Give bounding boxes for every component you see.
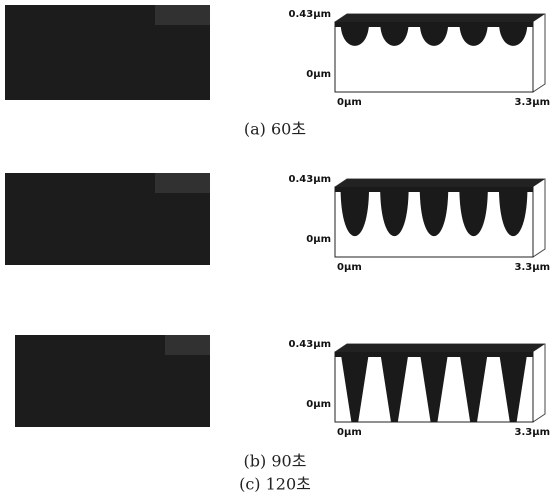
x-left-label: 0μm xyxy=(337,97,362,108)
y-bottom-label: 0μm xyxy=(306,69,331,80)
profile-top xyxy=(335,179,545,187)
caption: (c) 120초 xyxy=(239,475,311,494)
caption: (b) 90초 xyxy=(244,452,307,471)
afm-image-highlight xyxy=(155,5,210,25)
afm-image-highlight xyxy=(155,173,210,193)
y-top-label: 0.43μm xyxy=(289,174,331,185)
y-bottom-label: 0μm xyxy=(306,234,331,245)
caption: (a) 60초 xyxy=(244,120,306,139)
x-left-label: 0μm xyxy=(337,427,362,438)
y-top-label: 0.43μm xyxy=(289,339,331,350)
profile-top xyxy=(335,344,545,352)
profile-top xyxy=(335,14,545,22)
y-bottom-label: 0μm xyxy=(306,399,331,410)
y-top-label: 0.43μm xyxy=(289,9,331,20)
x-right-label: 3.3μm xyxy=(515,97,551,108)
x-right-label: 3.3μm xyxy=(515,427,551,438)
panel: 0.43μm 0μm 0μm 3.3μm (a) 60초 xyxy=(5,5,550,139)
afm-image-highlight xyxy=(165,335,210,355)
x-left-label: 0μm xyxy=(337,262,362,273)
x-right-label: 3.3μm xyxy=(515,262,551,273)
figure: 0.43μm 0μm 0μm 3.3μm (a) 60초 0.43μm 0μm 0μm 3.3μ… xyxy=(0,0,552,499)
